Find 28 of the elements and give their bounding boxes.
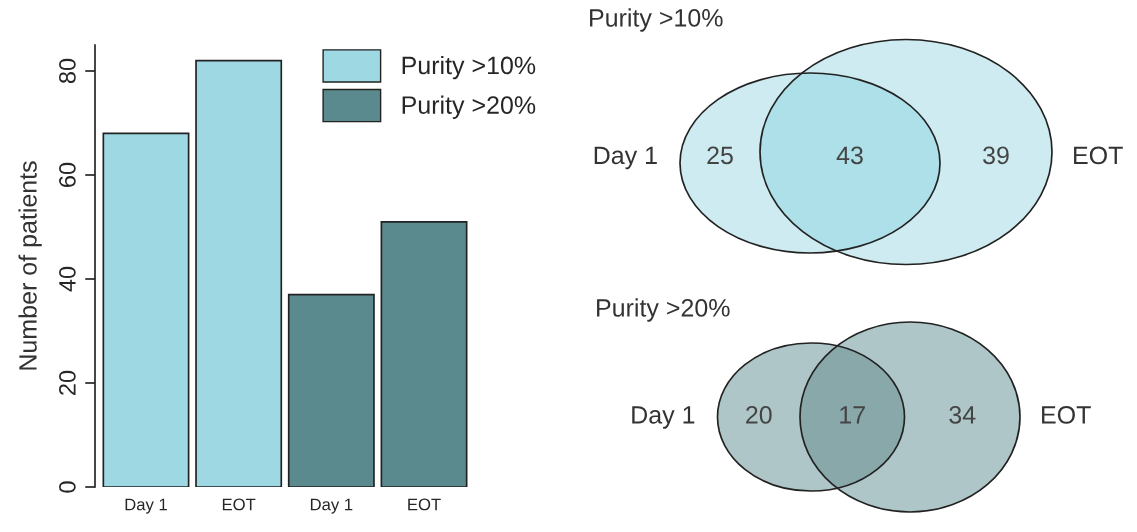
bar bbox=[195, 59, 283, 487]
text: Purity >20% bbox=[597, 298, 730, 322]
data-label: 20 bbox=[746, 406, 772, 424]
bar bbox=[102, 132, 190, 487]
legend-label: Purity >20% bbox=[402, 95, 536, 119]
bar bbox=[380, 220, 468, 487]
y-tick-label: 80 bbox=[59, 58, 76, 84]
y-axis-title: Number of patients bbox=[18, 161, 42, 370]
data-label: 39 bbox=[983, 146, 1009, 165]
data-label: 43 bbox=[836, 146, 863, 165]
category-label: EOT bbox=[1042, 406, 1091, 424]
category-label: Day 1 bbox=[632, 406, 695, 429]
data-label: 17 bbox=[840, 406, 865, 424]
legend-label: Purity >10% bbox=[402, 55, 536, 80]
x-tick-label: Day 1 bbox=[310, 498, 353, 514]
x-tick-label: EOT bbox=[408, 498, 441, 511]
text: Purity >10% bbox=[590, 8, 723, 32]
x-tick-label: EOT bbox=[222, 498, 256, 511]
category-label: Day 1 bbox=[594, 146, 657, 170]
y-tick-label: 60 bbox=[59, 162, 76, 187]
bar bbox=[287, 293, 375, 487]
data-label: 25 bbox=[707, 146, 733, 165]
data-label: 34 bbox=[949, 406, 976, 424]
y-tick-label: 40 bbox=[59, 266, 76, 292]
y-tick-label: 0 bbox=[59, 481, 76, 493]
y-tick-label: 20 bbox=[59, 370, 76, 395]
x-tick-label: Day 1 bbox=[125, 498, 167, 514]
category-label: EOT bbox=[1074, 146, 1123, 165]
